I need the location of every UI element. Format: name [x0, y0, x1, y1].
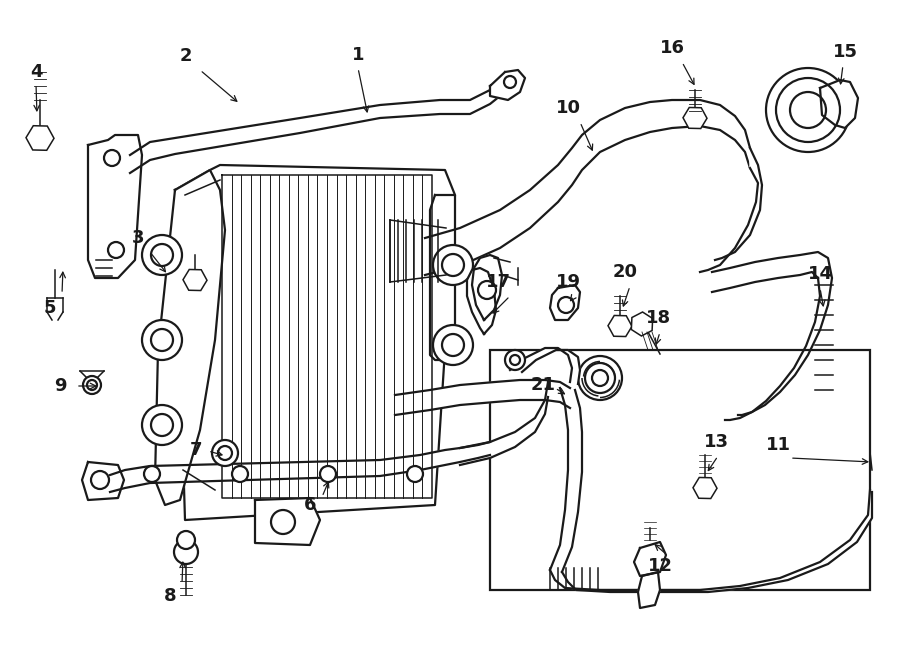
Circle shape: [232, 466, 248, 482]
Polygon shape: [88, 135, 142, 278]
Circle shape: [142, 320, 182, 360]
Polygon shape: [175, 165, 455, 520]
Circle shape: [578, 356, 622, 400]
Polygon shape: [460, 382, 548, 465]
Bar: [490, 350, 870, 590]
Circle shape: [151, 414, 173, 436]
Text: 12: 12: [647, 557, 672, 575]
Text: 18: 18: [645, 309, 670, 327]
Text: 16: 16: [660, 39, 685, 57]
Text: 3: 3: [131, 229, 144, 247]
Polygon shape: [550, 388, 582, 572]
Polygon shape: [155, 170, 225, 505]
Circle shape: [766, 68, 850, 152]
Circle shape: [510, 355, 520, 365]
Circle shape: [478, 281, 496, 299]
Circle shape: [505, 350, 525, 370]
Circle shape: [504, 76, 516, 88]
Circle shape: [87, 380, 97, 390]
Text: 15: 15: [832, 43, 858, 61]
Polygon shape: [550, 285, 580, 320]
Text: 21: 21: [530, 376, 555, 394]
Text: 4: 4: [30, 63, 42, 81]
Polygon shape: [110, 442, 490, 492]
Text: 8: 8: [164, 587, 176, 605]
Circle shape: [151, 329, 173, 351]
Polygon shape: [130, 72, 505, 173]
Text: 17: 17: [485, 273, 510, 291]
Circle shape: [585, 363, 615, 393]
Text: 5: 5: [44, 299, 57, 317]
Circle shape: [212, 440, 238, 466]
Polygon shape: [430, 195, 455, 360]
Circle shape: [174, 540, 198, 564]
Polygon shape: [638, 572, 660, 608]
Text: 20: 20: [613, 263, 637, 281]
Polygon shape: [490, 70, 525, 100]
Circle shape: [142, 405, 182, 445]
Circle shape: [776, 78, 840, 142]
Circle shape: [83, 376, 101, 394]
Polygon shape: [82, 462, 124, 500]
Circle shape: [151, 244, 173, 266]
Polygon shape: [255, 498, 320, 545]
Text: 11: 11: [766, 436, 790, 454]
Circle shape: [271, 510, 295, 534]
Text: 19: 19: [555, 273, 580, 291]
Text: 9: 9: [54, 377, 67, 395]
Text: 13: 13: [704, 433, 728, 451]
Circle shape: [144, 466, 160, 482]
Polygon shape: [820, 80, 858, 128]
Polygon shape: [700, 148, 762, 272]
Circle shape: [407, 466, 423, 482]
Circle shape: [442, 334, 464, 356]
Text: 2: 2: [180, 47, 193, 65]
Circle shape: [433, 325, 473, 365]
Polygon shape: [634, 542, 666, 576]
Circle shape: [433, 245, 473, 285]
Circle shape: [91, 471, 109, 489]
Text: 6: 6: [304, 496, 316, 514]
Polygon shape: [467, 255, 502, 334]
Polygon shape: [395, 380, 570, 415]
Circle shape: [320, 466, 336, 482]
Polygon shape: [712, 252, 832, 420]
Circle shape: [142, 235, 182, 275]
Circle shape: [558, 297, 574, 313]
Circle shape: [104, 150, 120, 166]
Circle shape: [177, 531, 195, 549]
Circle shape: [108, 242, 124, 258]
Text: 14: 14: [807, 265, 833, 283]
Circle shape: [442, 254, 464, 276]
Polygon shape: [425, 100, 750, 275]
Polygon shape: [222, 175, 432, 498]
Circle shape: [592, 370, 608, 386]
Text: 1: 1: [352, 46, 365, 64]
Polygon shape: [510, 348, 580, 384]
Text: 10: 10: [555, 99, 580, 117]
Circle shape: [790, 92, 826, 128]
Polygon shape: [550, 490, 872, 592]
Text: 7: 7: [190, 441, 203, 459]
Circle shape: [218, 446, 232, 460]
